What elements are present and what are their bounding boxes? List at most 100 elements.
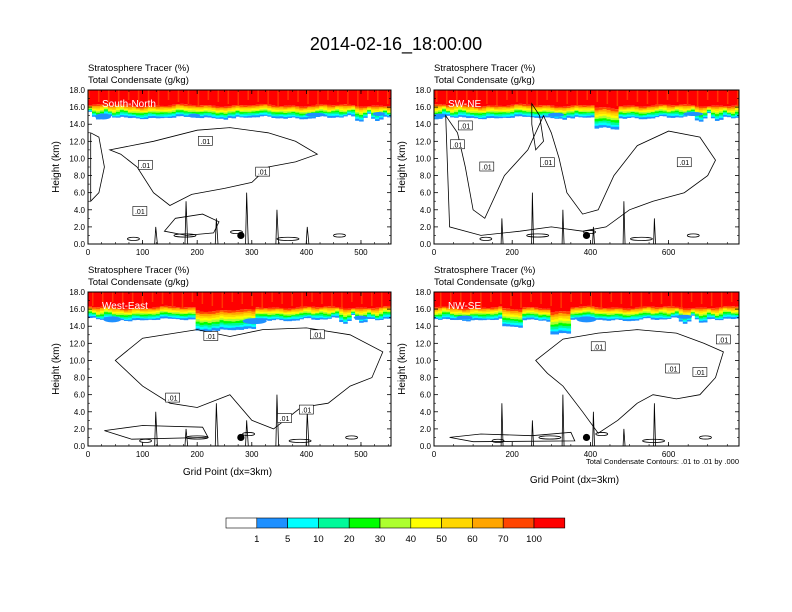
tracer-band-1 <box>642 117 648 120</box>
tracer-band-3 <box>706 314 712 316</box>
tracer-band-3 <box>502 113 507 116</box>
tracer-band-7 <box>466 311 471 314</box>
tracer-band-5 <box>363 313 368 316</box>
contour-label: .01 <box>665 363 680 374</box>
tracer-band-6 <box>351 107 356 110</box>
tracer-band-2 <box>478 317 483 319</box>
condensate-contour <box>305 226 310 244</box>
tracer-band-7 <box>183 107 189 109</box>
contour-label-text: .01 <box>168 396 178 403</box>
tracer-band-8 <box>518 105 523 107</box>
tracer-streak <box>381 292 383 308</box>
tracer-band-3 <box>267 112 272 115</box>
tracer-band-5 <box>387 311 391 313</box>
condensate-contour <box>245 420 249 446</box>
tracer-band-3 <box>642 114 648 117</box>
tracer-band-5 <box>99 109 105 112</box>
tracer-band-9 <box>734 306 739 308</box>
tracer-blob <box>683 111 704 116</box>
tracer-band-5 <box>622 313 628 316</box>
tracer-band-100 <box>187 90 193 105</box>
tracer-band-9 <box>494 307 499 309</box>
tracer-band-6 <box>726 310 732 312</box>
tracer-band-6 <box>534 311 539 313</box>
colorbar-cell <box>225 517 258 529</box>
tracer-band-1 <box>131 318 137 321</box>
tracer-band-4 <box>219 112 225 115</box>
tracer-band-7 <box>714 109 720 112</box>
tracer-band-3 <box>554 326 560 330</box>
tracer-band-3 <box>271 315 276 318</box>
tracer-band-4 <box>578 111 584 114</box>
tracer-band-9 <box>367 308 372 310</box>
tracer-band-6 <box>622 110 628 112</box>
tracer-band-9 <box>730 306 736 309</box>
tracer-band-5 <box>618 313 624 315</box>
tracer-band-5 <box>638 111 644 114</box>
tracer-band-8 <box>590 106 596 109</box>
tracer-band-6 <box>139 111 145 113</box>
tracer-band-7 <box>319 106 324 108</box>
tracer-streak <box>197 90 200 106</box>
tracer-band-4 <box>163 112 169 114</box>
tracer-band-9 <box>255 307 261 310</box>
y-tick-label: 8.0 <box>74 374 86 383</box>
tracer-band-4 <box>710 314 716 316</box>
tracer-band-1 <box>438 116 443 119</box>
tracer-band-3 <box>514 320 519 324</box>
tracer-band-7 <box>726 309 732 311</box>
tracer-band-3 <box>235 323 241 326</box>
tracer-band-3 <box>295 114 300 117</box>
tracer-band-100 <box>159 90 165 106</box>
tracer-band-3 <box>347 111 352 113</box>
y-tick-label: 16.0 <box>69 305 85 314</box>
tracer-band-9 <box>534 307 539 310</box>
tracer-band-2 <box>638 116 644 118</box>
tracer-band-7 <box>255 107 261 110</box>
tracer-band-7 <box>630 107 636 110</box>
tracer-band-7 <box>610 113 616 116</box>
tracer-band-6 <box>231 109 237 112</box>
tracer-band-7 <box>307 308 312 311</box>
tracer-band-8 <box>123 106 129 109</box>
tracer-band-1 <box>231 116 237 119</box>
tracer-streak <box>686 90 689 104</box>
tracer-band-3 <box>514 112 519 114</box>
condensate-contour <box>526 233 550 238</box>
tracer-band-6 <box>219 110 225 113</box>
tracer-band-5 <box>147 313 153 315</box>
tracer-band-2 <box>199 326 205 330</box>
tracer-band-3 <box>582 113 588 116</box>
tracer-band-1 <box>626 116 632 118</box>
tracer-band-6 <box>91 108 97 111</box>
tracer-band-100 <box>682 292 688 309</box>
tracer-band-3 <box>151 113 157 115</box>
tracer-band-2 <box>111 115 117 117</box>
tracer-band-1 <box>203 328 209 332</box>
tracer-band-5 <box>542 110 547 112</box>
tracer-band-5 <box>179 312 185 315</box>
tracer-band-9 <box>243 105 249 108</box>
tracer-band-3 <box>486 113 491 115</box>
tracer-band-5 <box>710 111 716 114</box>
tracer-band-3 <box>387 313 391 316</box>
tracer-band-2 <box>474 316 479 319</box>
tracer-band-100 <box>678 90 684 105</box>
tracer-band-4 <box>187 111 193 113</box>
tracer-band-6 <box>223 316 229 320</box>
tracer-band-9 <box>163 305 169 308</box>
tracer-band-5 <box>315 312 320 314</box>
tracer-band-7 <box>199 108 205 110</box>
tracer-band-8 <box>730 107 736 110</box>
tracer-band-1 <box>311 317 316 320</box>
tracer-band-8 <box>267 309 272 312</box>
tracer-band-8 <box>183 309 189 311</box>
tracer-band-1 <box>622 117 628 119</box>
tracer-band-6 <box>522 108 527 111</box>
tracer-band-8 <box>734 307 739 310</box>
tracer-band-8 <box>678 105 684 108</box>
tracer-band-7 <box>211 108 217 111</box>
tracer-band-100 <box>339 90 344 105</box>
tracer-band-4 <box>151 112 157 115</box>
tracer-band-100 <box>702 292 708 308</box>
